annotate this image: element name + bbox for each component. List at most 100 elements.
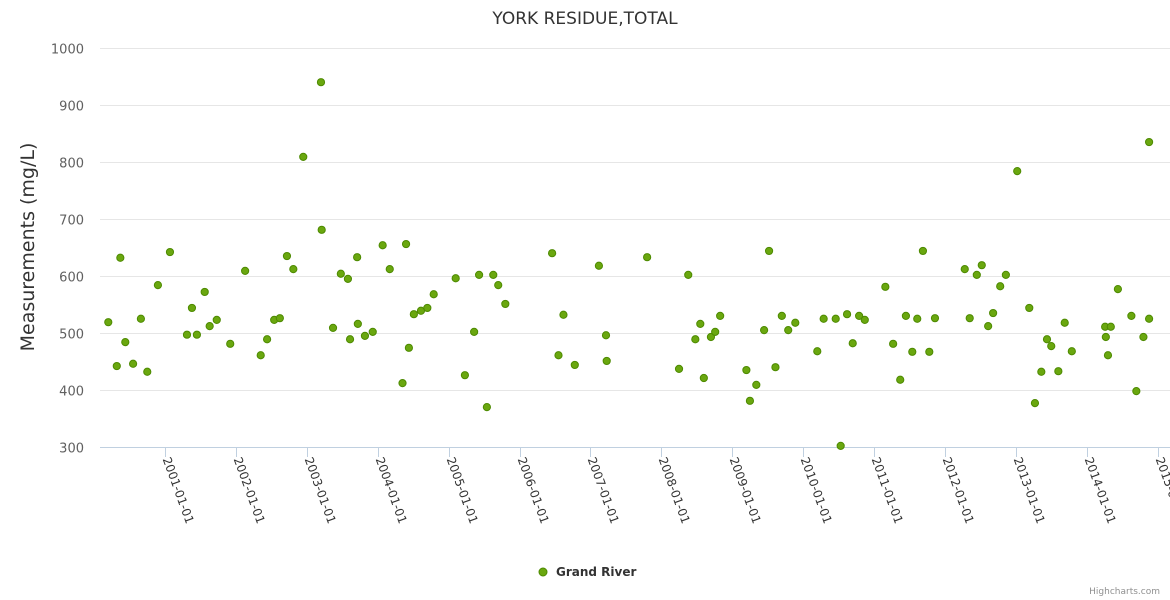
data-point[interactable] (241, 266, 250, 275)
data-point[interactable] (385, 265, 394, 274)
data-point[interactable] (212, 315, 221, 324)
data-point[interactable] (343, 274, 353, 283)
data-point[interactable] (1037, 367, 1046, 376)
data-point[interactable] (368, 327, 377, 336)
data-point[interactable] (1144, 314, 1154, 323)
data-point[interactable] (1042, 335, 1052, 344)
data-point[interactable] (501, 299, 510, 309)
data-point[interactable] (889, 339, 898, 348)
data-point[interactable] (602, 356, 611, 366)
data-point[interactable] (1113, 285, 1122, 294)
data-point[interactable] (791, 318, 800, 327)
data-point[interactable] (742, 365, 751, 375)
data-point[interactable] (813, 347, 822, 356)
data-point[interactable] (316, 78, 326, 87)
data-point[interactable] (881, 282, 890, 291)
data-point[interactable] (548, 249, 557, 258)
data-point[interactable] (282, 251, 292, 261)
data-point[interactable] (470, 327, 479, 336)
data-point[interactable] (1127, 311, 1136, 320)
credits-link[interactable]: Highcharts.com (1089, 587, 1160, 597)
data-point[interactable] (554, 351, 563, 360)
data-point[interactable] (1101, 332, 1110, 342)
data-point[interactable] (1001, 270, 1010, 279)
data-point[interactable] (819, 314, 828, 323)
data-point[interactable] (345, 335, 355, 344)
data-point[interactable] (226, 339, 235, 348)
legend-item-grand-river[interactable]: Grand River (538, 565, 636, 579)
data-point[interactable] (275, 314, 284, 323)
data-point[interactable] (429, 290, 438, 299)
data-point[interactable] (842, 310, 852, 319)
data-point[interactable] (1139, 332, 1148, 342)
data-point[interactable] (317, 225, 326, 234)
data-point[interactable] (860, 315, 869, 324)
data-point[interactable] (192, 330, 202, 339)
data-point[interactable] (401, 239, 411, 249)
data-point[interactable] (784, 326, 793, 335)
data-point[interactable] (855, 311, 864, 320)
data-point[interactable] (711, 327, 720, 336)
data-point[interactable] (200, 287, 209, 297)
data-point[interactable] (972, 270, 981, 279)
data-point[interactable] (353, 253, 362, 262)
data-point[interactable] (353, 319, 362, 328)
data-point[interactable] (165, 247, 175, 257)
data-point[interactable] (1013, 167, 1022, 176)
data-point[interactable] (336, 269, 345, 278)
data-point[interactable] (716, 311, 725, 320)
data-point[interactable] (771, 363, 780, 372)
data-point[interactable] (262, 335, 272, 344)
data-point[interactable] (977, 261, 986, 270)
data-point[interactable] (489, 270, 498, 279)
data-point[interactable] (289, 265, 298, 274)
data-point[interactable] (1132, 387, 1141, 396)
data-point[interactable] (1054, 367, 1063, 376)
data-point[interactable] (409, 310, 418, 319)
data-point[interactable] (745, 396, 755, 405)
data-point[interactable] (913, 314, 922, 323)
data-point[interactable] (643, 253, 652, 262)
data-point[interactable] (836, 441, 845, 450)
data-point[interactable] (460, 371, 470, 380)
data-point[interactable] (752, 380, 761, 389)
data-point[interactable] (1030, 399, 1040, 408)
data-point[interactable] (205, 322, 214, 331)
data-point[interactable] (696, 319, 705, 328)
data-point[interactable] (482, 403, 491, 412)
data-point[interactable] (182, 330, 192, 339)
data-point[interactable] (1060, 318, 1069, 327)
data-point[interactable] (559, 310, 568, 319)
data-point[interactable] (984, 322, 993, 331)
data-point[interactable] (918, 246, 928, 256)
data-point[interactable] (116, 253, 125, 262)
data-point[interactable] (570, 360, 579, 370)
data-point[interactable] (404, 343, 413, 352)
data-point[interactable] (777, 311, 786, 320)
data-point[interactable] (1025, 303, 1034, 313)
data-point[interactable] (1106, 322, 1115, 331)
data-point[interactable] (989, 308, 998, 318)
data-point[interactable] (299, 152, 308, 161)
data-point[interactable] (691, 335, 700, 344)
data-point[interactable] (121, 338, 130, 347)
data-point[interactable] (1144, 137, 1154, 147)
data-point[interactable] (143, 367, 152, 376)
data-point[interactable] (896, 375, 905, 384)
data-point[interactable] (925, 347, 934, 356)
data-point[interactable] (684, 270, 693, 279)
data-point[interactable] (136, 314, 145, 323)
data-point[interactable] (187, 303, 197, 313)
data-point[interactable] (256, 351, 265, 360)
data-point[interactable] (848, 339, 857, 348)
data-point[interactable] (674, 364, 684, 374)
data-point[interactable] (960, 265, 969, 274)
data-point[interactable] (908, 347, 917, 356)
data-point[interactable] (1047, 342, 1056, 351)
data-point[interactable] (996, 282, 1005, 291)
data-point[interactable] (360, 331, 370, 340)
data-point[interactable] (764, 246, 774, 256)
data-point[interactable] (474, 270, 484, 279)
data-point[interactable] (930, 314, 940, 323)
data-point[interactable] (153, 281, 163, 290)
